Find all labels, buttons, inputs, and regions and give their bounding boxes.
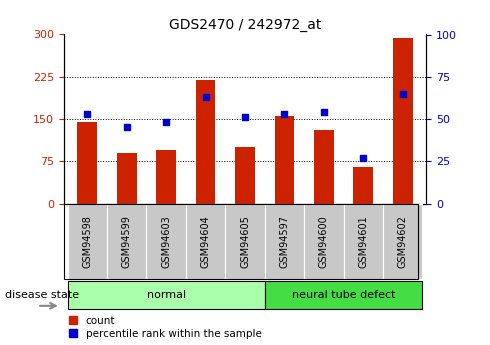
Bar <box>304 204 343 279</box>
Bar <box>117 153 137 204</box>
Title: GDS2470 / 242972_at: GDS2470 / 242972_at <box>169 18 321 32</box>
Bar <box>156 150 176 204</box>
Point <box>83 111 91 117</box>
Bar <box>68 204 107 279</box>
Text: GSM94604: GSM94604 <box>200 215 211 268</box>
Bar <box>225 204 265 279</box>
Bar <box>353 167 373 204</box>
Bar <box>393 38 413 204</box>
Text: GSM94597: GSM94597 <box>279 215 290 268</box>
Text: disease state: disease state <box>5 290 79 300</box>
Point <box>280 111 288 117</box>
Bar <box>314 130 334 204</box>
Text: GSM94602: GSM94602 <box>398 215 408 268</box>
Bar <box>147 204 186 279</box>
Point <box>162 120 170 125</box>
Text: GSM94600: GSM94600 <box>319 215 329 268</box>
Text: GSM94601: GSM94601 <box>358 215 368 268</box>
Bar <box>68 281 265 309</box>
Bar <box>186 204 225 279</box>
Bar <box>265 204 304 279</box>
Bar <box>235 147 255 204</box>
Text: normal: normal <box>147 290 186 300</box>
Text: GSM94605: GSM94605 <box>240 215 250 268</box>
Text: neural tube defect: neural tube defect <box>292 290 395 300</box>
Point <box>399 91 407 97</box>
Bar <box>196 80 216 204</box>
Point <box>123 125 131 130</box>
Bar <box>274 116 294 204</box>
Point <box>320 109 328 115</box>
Text: GSM94599: GSM94599 <box>122 215 132 268</box>
Point <box>202 94 210 100</box>
Bar <box>107 204 147 279</box>
Point <box>241 115 249 120</box>
Bar <box>265 281 422 309</box>
Bar <box>343 204 383 279</box>
Bar <box>77 122 97 204</box>
Point <box>359 155 367 161</box>
Text: GSM94603: GSM94603 <box>161 215 171 268</box>
Legend: count, percentile rank within the sample: count, percentile rank within the sample <box>69 316 262 339</box>
Text: GSM94598: GSM94598 <box>82 215 92 268</box>
Bar <box>383 204 422 279</box>
